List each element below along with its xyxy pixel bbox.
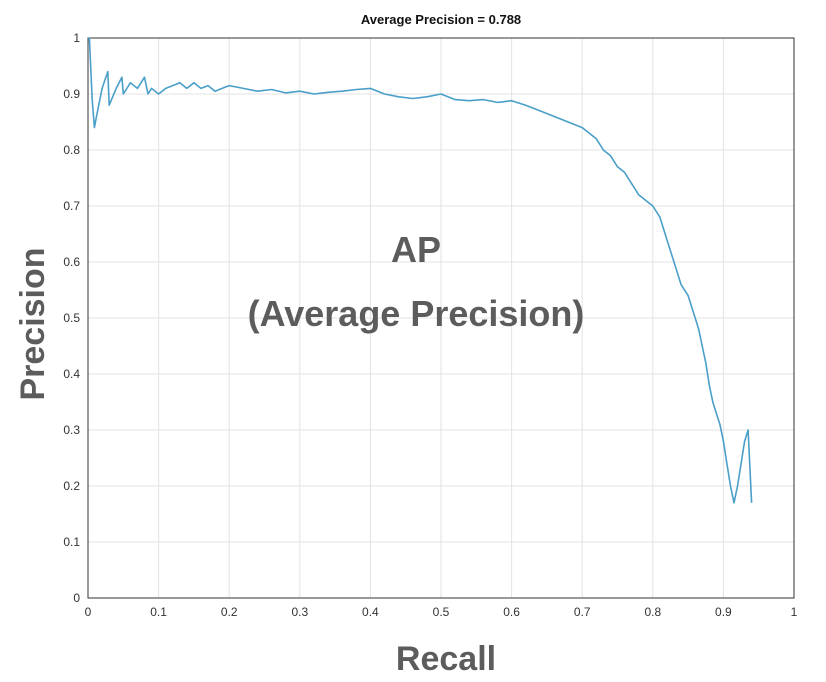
x-tick-label: 0.8: [644, 605, 661, 619]
y-tick-label: 1: [73, 31, 80, 45]
y-tick-label: 0.4: [63, 367, 80, 381]
x-tick-label: 0.2: [221, 605, 238, 619]
x-tick-label: 0: [85, 605, 92, 619]
y-tick-label: 0.6: [63, 255, 80, 269]
plot-border: [87, 37, 795, 599]
chart-title: Average Precision = 0.788: [361, 12, 521, 27]
y-tick-label: 0.9: [63, 87, 80, 101]
x-tick-label: 0.7: [574, 605, 591, 619]
x-tick-label: 0.4: [362, 605, 379, 619]
x-axis-label: Recall: [396, 640, 496, 678]
x-tick-label: 0.9: [715, 605, 732, 619]
y-tick-label: 0.7: [63, 199, 80, 213]
y-tick-label: 0: [73, 591, 80, 605]
x-tick-label: 1: [791, 605, 798, 619]
y-tick-label: 0.8: [63, 143, 80, 157]
annotation-line-2: (Average Precision): [248, 293, 585, 334]
y-tick-label: 0.2: [63, 479, 80, 493]
x-tick-label: 0.3: [291, 605, 308, 619]
y-tick-label: 0.1: [63, 535, 80, 549]
y-axis-label: Precision: [14, 247, 52, 400]
x-tick-label: 0.5: [433, 605, 450, 619]
x-tick-label: 0.1: [150, 605, 167, 619]
x-tick-label: 0.6: [503, 605, 520, 619]
x-axis-ticks: 0 0.1 0.2 0.3 0.4 0.5 0.6 0.7 0.8 0.9 1: [85, 605, 798, 619]
annotation-line-1: AP: [391, 229, 441, 270]
y-axis-ticks: 0 0.1 0.2 0.3 0.4 0.5 0.6 0.7 0.8 0.9 1: [63, 31, 80, 605]
y-tick-label: 0.3: [63, 423, 80, 437]
y-tick-label: 0.5: [63, 311, 80, 325]
series-line: [88, 37, 753, 504]
